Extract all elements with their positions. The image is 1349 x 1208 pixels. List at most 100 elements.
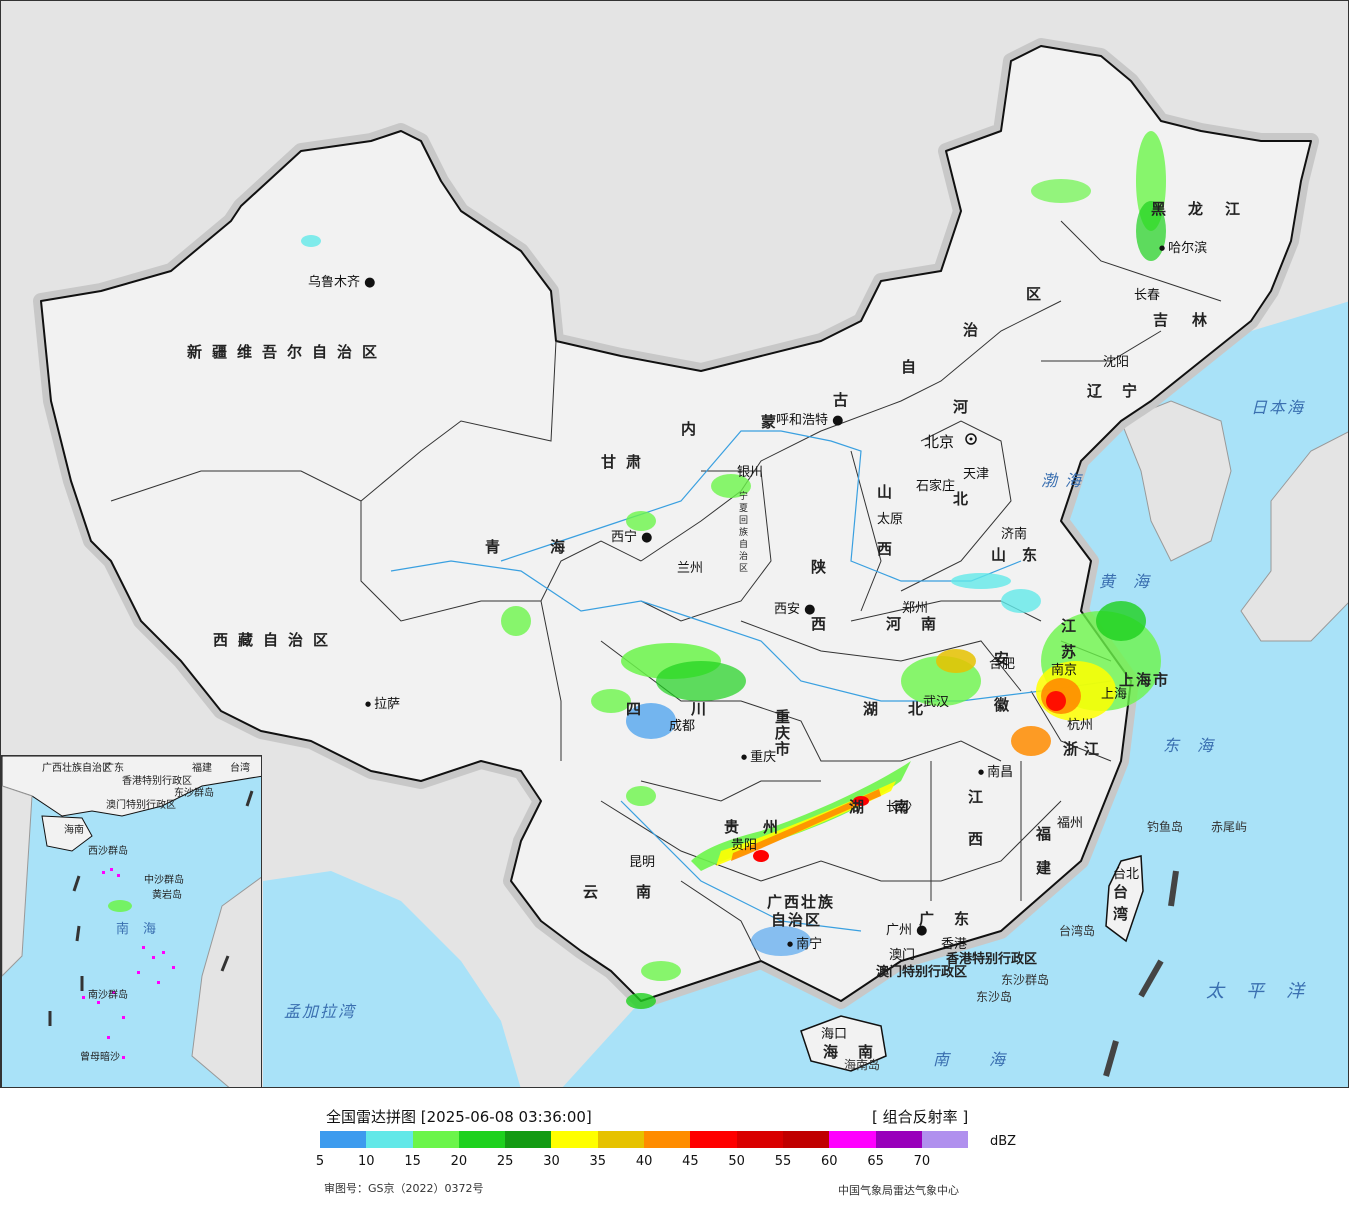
beijing-marker (965, 433, 977, 445)
legend-ticks: 5 10 15 20 25 30 35 40 45 50 55 60 65 70 (316, 1154, 980, 1172)
city-nanchang[interactable]: 南昌 (978, 761, 1013, 780)
korea-land (1120, 400, 1232, 562)
legend-tick-20: 20 (450, 1154, 468, 1169)
label-xinjiang: 新疆维吾尔自治区 (187, 343, 388, 361)
ocean-bay-of-bengal (263, 871, 521, 1087)
label-guangxi-1: 广西壮族 (767, 893, 836, 911)
label-ningxia: 宁夏回族自治区 (739, 492, 749, 574)
province-boundaries (110, 220, 1222, 962)
south-china-sea-inset[interactable]: 广西壮族自治区 广东 福建 台湾 香港特别行政区 澳门特别行政区 东沙群岛 海南… (1, 755, 262, 1087)
label-chongqing: 重庆市 (775, 708, 801, 758)
label-yunnan: 云南 (583, 883, 690, 901)
label-shanxi-1: 山 (877, 483, 903, 501)
legend-tick-5: 5 (315, 1154, 325, 1169)
label-xizang: 西藏自治区 (213, 631, 339, 649)
city-nanjing[interactable]: 南京 (1051, 663, 1078, 678)
label-guangxi-2: 自治区 (771, 911, 823, 929)
city-macau[interactable]: 澳门 (889, 948, 916, 963)
legend-swatch-9 (736, 1131, 783, 1148)
taiwan-island (1105, 855, 1144, 943)
legend-footer (0, 1088, 1349, 1208)
city-haikou[interactable]: 海口 (821, 1027, 848, 1042)
legend-swatch-5 (551, 1131, 598, 1148)
credit-text: 中国气象局雷达气象中心 (838, 1184, 959, 1197)
city-chengdu[interactable]: 成都 (669, 719, 696, 734)
radar-map[interactable]: 新疆维吾尔自治区 西藏自治区 青海 甘肃 内 蒙 古 自 治 区 黑龙江 吉林 … (0, 0, 1349, 1088)
city-harbin[interactable]: 哈尔滨 (1159, 237, 1207, 256)
label-neimenggu-3: 古 (833, 391, 859, 409)
city-fuzhou[interactable]: 福州 (1057, 816, 1084, 831)
city-taiyuan[interactable]: 太原 (877, 512, 904, 527)
inset-label-hk: 香港特别行政区 (122, 776, 192, 787)
city-chongqing[interactable]: 重庆 (741, 746, 776, 765)
city-zhengzhou[interactable]: 郑州 (902, 601, 929, 616)
inset-label-zengmu: 曾母暗沙 (80, 1052, 120, 1063)
label-anhui: 安徽 (994, 650, 1020, 714)
city-xian[interactable]: 西安 ● (774, 602, 816, 617)
label-neimenggu-6: 区 (1026, 285, 1052, 303)
sea-riben: 日本海 (1251, 398, 1306, 417)
city-kunming[interactable]: 昆明 (629, 855, 656, 870)
sea-huanghai: 黄海 (1099, 572, 1168, 591)
label-neimenggu-4: 自 (901, 358, 927, 376)
hainan-island (800, 1015, 887, 1072)
city-jinan[interactable]: 济南 (1001, 527, 1028, 542)
label-neimenggu-1: 内 (681, 420, 707, 438)
sea-bohai: 渤海 (1041, 471, 1090, 490)
sea-nanhai: 南海 (933, 1050, 1046, 1069)
label-shanxi-2: 西 (877, 540, 903, 558)
city-hangzhou[interactable]: 杭州 (1067, 718, 1094, 733)
label-shandong: 山东 (991, 546, 1054, 564)
legend-swatch-12 (875, 1131, 922, 1148)
label-henan: 河南 (886, 615, 957, 633)
city-hefei[interactable]: 合肥 (989, 657, 1016, 672)
city-taipei[interactable]: 台北 (1113, 867, 1140, 882)
city-shanghai[interactable]: 上海 (1101, 687, 1128, 702)
city-hohhot[interactable]: 呼和浩特 ● (776, 413, 844, 428)
label-hebei-1: 河 (953, 398, 979, 416)
city-hongkong[interactable]: 香港 (941, 937, 968, 952)
label-hubei: 湖北 (863, 700, 954, 718)
label-hunan: 湖南 (849, 798, 940, 816)
city-shenyang[interactable]: 沈阳 (1103, 355, 1130, 370)
label-liaoning: 辽宁 (1087, 382, 1158, 400)
island-hainan: 海南岛 (844, 1058, 881, 1072)
city-shijiazhuang[interactable]: 石家庄 (916, 479, 956, 494)
inset-label-xisha: 西沙群岛 (88, 846, 128, 857)
city-guangzhou[interactable]: 广州 ● (886, 923, 928, 938)
japan-land (1240, 431, 1348, 642)
radar-echoes (301, 131, 1166, 1009)
city-lanzhou[interactable]: 兰州 (677, 561, 704, 576)
city-nanning[interactable]: 南宁 (787, 933, 822, 952)
city-beijing[interactable]: 北京 (924, 433, 955, 451)
city-guiyang[interactable]: 贵阳 (731, 838, 758, 853)
legend-swatch-2 (412, 1131, 459, 1148)
sea-taipingyang: 太平洋 (1206, 981, 1326, 1002)
inset-label-guangxi: 广西壮族自治区 (42, 763, 112, 774)
map-title: 全国雷达拼图 [2025-06-08 03:36:00] (326, 1108, 592, 1126)
city-urumqi[interactable]: 乌鲁木齐 ● (308, 275, 376, 290)
city-changchun[interactable]: 长春 (1134, 288, 1161, 303)
city-xining[interactable]: 西宁 ● (611, 530, 653, 545)
label-guizhou: 贵州 (724, 818, 803, 836)
label-heilongjiang: 黑龙江 (1151, 200, 1263, 218)
city-lhasa[interactable]: 拉萨 (365, 693, 400, 712)
city-yinchuan[interactable]: 银川 (737, 465, 764, 480)
city-changsha[interactable]: 长沙 (886, 800, 913, 815)
label-neimenggu-5: 治 (963, 321, 989, 339)
legend-swatch-10 (782, 1131, 830, 1148)
label-fujian: 福建 (1036, 825, 1062, 877)
legend-tick-40: 40 (635, 1154, 653, 1169)
legend-tick-60: 60 (821, 1154, 838, 1169)
legend-swatch-7 (644, 1131, 691, 1148)
legend-swatch-11 (829, 1131, 876, 1148)
city-tianjin[interactable]: 天津 (963, 467, 990, 482)
legend-unit: dBZ (990, 1134, 1017, 1149)
city-wuhan[interactable]: 武汉 (923, 695, 950, 710)
island-diaoyu: 钓鱼岛 (1147, 820, 1184, 834)
island-chiwei: 赤尾屿 (1211, 820, 1248, 834)
inset-label-nansha: 南沙群岛 (88, 990, 128, 1001)
label-taiwan: 台湾 (1113, 883, 1139, 923)
legend-swatch-1 (366, 1131, 413, 1148)
